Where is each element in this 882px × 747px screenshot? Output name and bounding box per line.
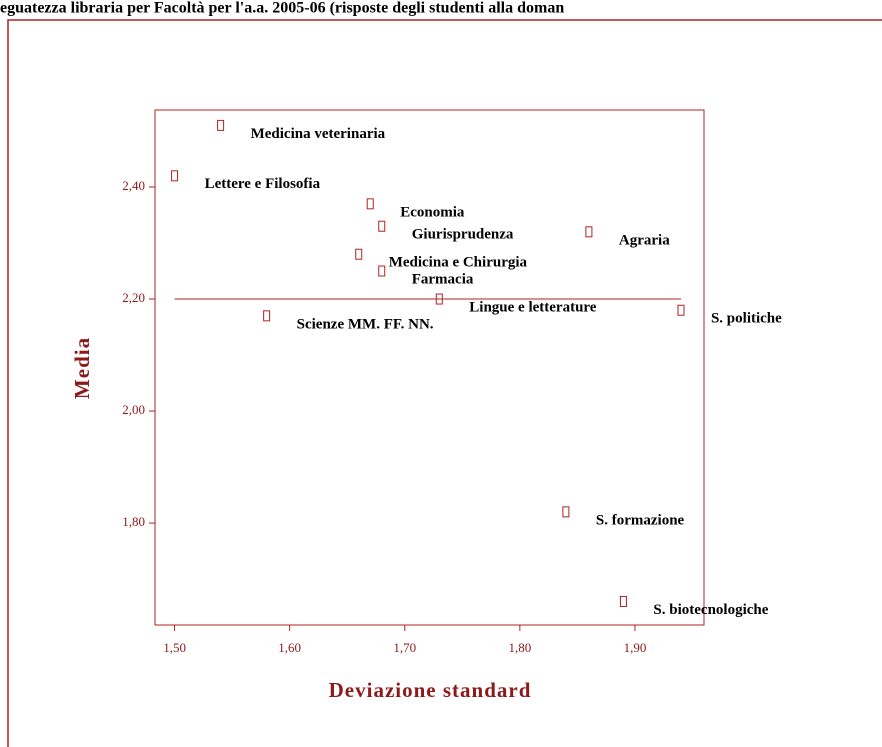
point-label: Medicina e Chirurgia [389,255,528,271]
point-label: Giurisprudenza [412,227,514,243]
x-tick-label: 1,80 [508,640,531,655]
point [171,170,179,182]
y-tick-label: 2,00 [122,402,145,417]
y-tick-label: 1,80 [122,514,145,529]
point [562,506,570,518]
point [378,265,386,277]
point-label: Scienze MM. FF. NN. [297,316,434,332]
point [355,248,363,260]
x-tick-label: 1,60 [278,640,301,655]
point [435,293,443,305]
point-label: S. biotecnologiche [653,602,768,618]
point [619,595,627,607]
point [263,310,271,322]
point [378,220,386,232]
point-label: Lingue e letterature [469,299,597,315]
point-label: Economia [400,204,465,220]
x-axis-title: Deviazione standard [329,678,532,702]
point-label: Medicina veterinaria [251,126,386,142]
y-tick-label: 2,40 [122,178,145,193]
point [677,304,685,316]
chart-title: eguatezza libraria per Facoltà per l'a.a… [0,0,564,17]
point-label: S. politiche [711,311,782,327]
x-tick-label: 1,70 [393,640,416,655]
y-tick-label: 2,20 [122,290,145,305]
point [585,226,593,238]
point [217,119,225,131]
point-label: Agraria [619,232,670,248]
point-label: Lettere e Filosofia [205,176,321,192]
point [366,198,374,210]
y-axis-title: Media [70,337,94,399]
frame [7,19,882,747]
point-label: Farmacia [412,271,474,287]
x-tick-label: 1,50 [163,640,186,655]
x-tick-label: 1,90 [624,640,647,655]
plot-area [154,109,705,626]
point-label: S. formazione [596,512,685,528]
